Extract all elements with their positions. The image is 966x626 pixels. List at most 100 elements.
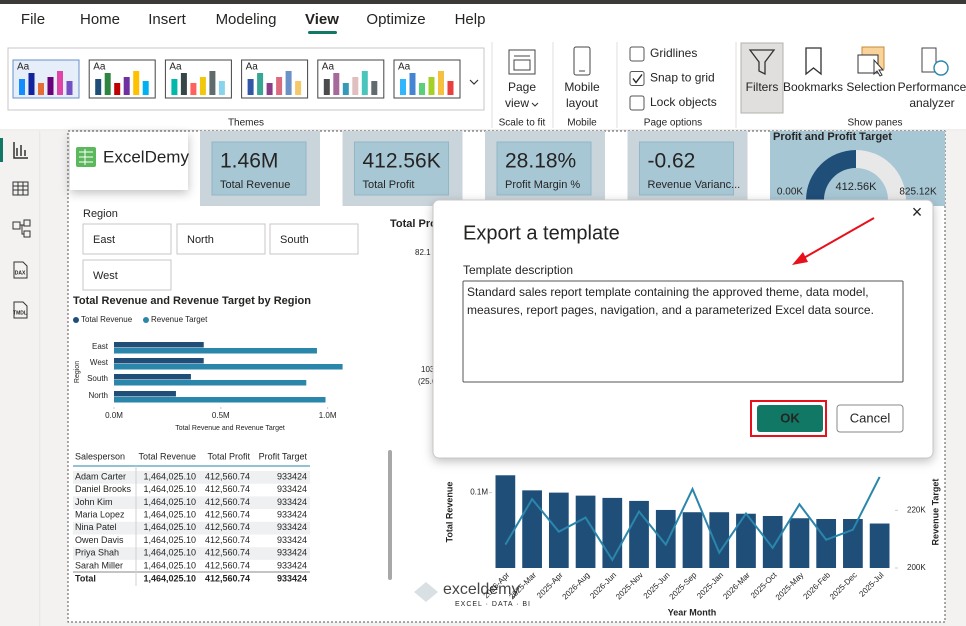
page-view-label[interactable]: view bbox=[505, 96, 529, 110]
description-textarea[interactable] bbox=[462, 280, 904, 383]
table-header: Total Profit bbox=[207, 451, 250, 461]
theme-swatch bbox=[123, 77, 130, 95]
bar bbox=[114, 380, 307, 386]
group-label: Mobile bbox=[567, 118, 597, 129]
table-cell: 412,560.74 bbox=[205, 484, 250, 494]
page-view-icon-inner bbox=[513, 59, 531, 71]
dialog-close[interactable]: × bbox=[912, 202, 923, 222]
table-cell: 933424 bbox=[277, 560, 307, 570]
watermark-name: exceldemy bbox=[443, 581, 519, 598]
ribbon-tab[interactable]: Optimize bbox=[366, 11, 425, 28]
slicer-item[interactable] bbox=[82, 259, 172, 291]
sidebar-label: DAX bbox=[15, 270, 26, 276]
bar bbox=[869, 523, 890, 568]
kpi-value: -0.62 bbox=[648, 150, 696, 173]
pane-button-label[interactable]: Bookmarks bbox=[783, 80, 843, 94]
theme-swatch bbox=[28, 73, 35, 95]
theme-swatch bbox=[342, 83, 349, 95]
table-cell: Priya Shah bbox=[75, 548, 119, 558]
checkbox-label[interactable]: Snap to grid bbox=[650, 71, 715, 85]
ribbon-tab[interactable]: Help bbox=[455, 11, 486, 28]
mobile-layout-label[interactable]: layout bbox=[566, 96, 599, 110]
table-cell: 412,560.74 bbox=[205, 497, 250, 507]
tmdl-icon[interactable] bbox=[13, 301, 28, 319]
checkbox[interactable] bbox=[629, 95, 645, 111]
pane-button-label[interactable]: Filters bbox=[746, 80, 779, 94]
checkbox-label[interactable]: Lock objects bbox=[650, 95, 717, 109]
theme-swatch bbox=[247, 79, 254, 95]
cancel-button-label[interactable]: Cancel bbox=[850, 410, 891, 425]
theme-swatch bbox=[266, 83, 273, 95]
theme-swatch bbox=[285, 71, 292, 95]
table-cell: 412,560.74 bbox=[205, 509, 250, 519]
axis-label: (25.0 bbox=[418, 377, 437, 386]
ok-button-label[interactable]: OK bbox=[780, 410, 800, 425]
chart-title: Total Revenue and Revenue Target by Regi… bbox=[73, 295, 311, 307]
cancel-button[interactable] bbox=[836, 404, 904, 433]
page-view-label[interactable]: Page bbox=[508, 80, 536, 94]
report-view-icon[interactable] bbox=[13, 142, 28, 159]
theme-swatch bbox=[361, 71, 368, 95]
chart-title: Total Pro bbox=[390, 218, 437, 230]
description-container: Standard sales report template containin… bbox=[467, 285, 874, 317]
pane-button-label[interactable]: Performance bbox=[898, 80, 966, 94]
gauge-max-label: 825.12K bbox=[899, 187, 937, 198]
theme-swatch bbox=[209, 71, 216, 95]
bar bbox=[114, 397, 326, 403]
bar bbox=[816, 519, 837, 568]
table-cell: 1,464,025.10 bbox=[143, 535, 196, 545]
title-strip bbox=[0, 0, 966, 4]
table-cell: 933424 bbox=[277, 535, 307, 545]
bar bbox=[114, 364, 343, 370]
ribbon-tab[interactable]: View bbox=[305, 11, 339, 28]
bar bbox=[709, 512, 730, 568]
pane-button-label[interactable]: Selection bbox=[846, 80, 895, 94]
watermark-icon bbox=[414, 582, 438, 602]
table-total-cell: Total bbox=[75, 573, 96, 583]
theme-swatch bbox=[295, 81, 302, 95]
ribbon-tab[interactable]: File bbox=[21, 11, 45, 28]
active-tab-underline bbox=[308, 31, 337, 34]
theme-swatch bbox=[133, 71, 140, 95]
annotation-arrowhead bbox=[792, 252, 808, 265]
logo-icon-lines bbox=[79, 149, 93, 165]
pane-button-label[interactable]: analyzer bbox=[909, 96, 954, 110]
y-axis-title: Total Revenue bbox=[444, 482, 454, 543]
table-view-icon[interactable] bbox=[12, 181, 29, 196]
bar bbox=[495, 475, 516, 568]
theme-swatch bbox=[428, 77, 435, 95]
y-tick-label: North bbox=[88, 391, 108, 400]
y-axis-title: Region bbox=[74, 361, 81, 383]
slicer-item[interactable] bbox=[82, 223, 172, 255]
description-label: Template description bbox=[463, 263, 573, 277]
slicer-item[interactable] bbox=[176, 223, 266, 255]
slicer-item-label: South bbox=[280, 234, 309, 246]
table-header: Total Revenue bbox=[138, 451, 196, 461]
checkbox[interactable] bbox=[629, 46, 645, 62]
checkbox-label[interactable]: Gridlines bbox=[650, 46, 697, 60]
theme-swatch bbox=[38, 83, 44, 95]
kpi-label: Revenue Varianc... bbox=[648, 179, 741, 191]
table-total-cell: 933424 bbox=[277, 573, 307, 583]
table-row-stripe bbox=[73, 521, 310, 535]
active-view-indicator bbox=[0, 138, 3, 162]
model-view-icon[interactable] bbox=[12, 219, 31, 238]
slicer-item[interactable] bbox=[269, 223, 359, 255]
theme-swatch bbox=[352, 77, 359, 95]
x-tick-label: 1.0M bbox=[319, 411, 337, 420]
mobile-layout-label[interactable]: Mobile bbox=[564, 80, 600, 94]
ribbon-tab[interactable]: Modeling bbox=[216, 11, 277, 28]
dax-icon[interactable] bbox=[13, 261, 28, 279]
ribbon-tab[interactable]: Home bbox=[80, 11, 120, 28]
ribbon-tab[interactable]: Insert bbox=[148, 11, 186, 28]
bar bbox=[655, 509, 676, 568]
bar bbox=[114, 342, 204, 348]
table-cell: 933424 bbox=[277, 522, 307, 532]
table-cell: 933424 bbox=[277, 548, 307, 558]
checkbox[interactable] bbox=[629, 71, 645, 86]
themes-more-chevron[interactable] bbox=[469, 79, 479, 85]
table-cell: 1,464,025.10 bbox=[143, 497, 196, 507]
ok-button[interactable] bbox=[757, 405, 823, 432]
table-cell: Owen Davis bbox=[75, 535, 124, 545]
theme-thumbnail-text: Aa bbox=[246, 62, 259, 73]
